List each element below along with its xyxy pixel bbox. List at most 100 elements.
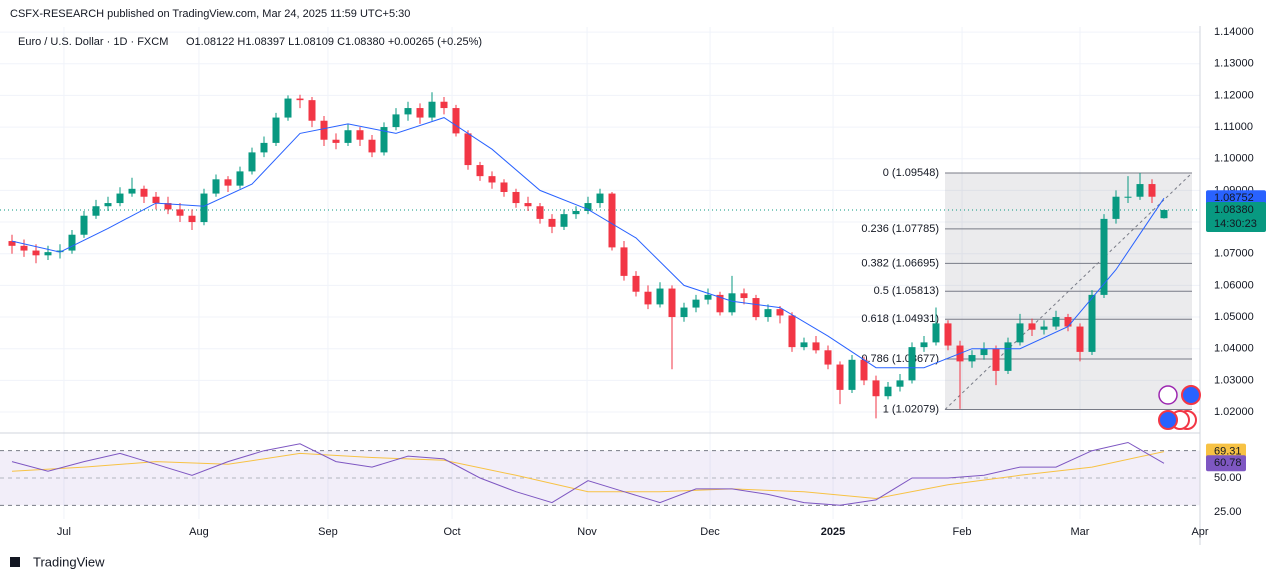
candle-body xyxy=(752,298,760,318)
event-icon[interactable] xyxy=(1158,410,1178,430)
candle-body xyxy=(848,359,856,390)
rsi-line xyxy=(11,441,1165,506)
plot: 0 (1.09548) 0.236 (1.07785) 0.382 (1.06695… xyxy=(0,27,1201,519)
x-tick-label: Dec xyxy=(700,526,720,538)
candle-body xyxy=(1148,184,1156,197)
candle-body xyxy=(68,234,76,251)
candle-body xyxy=(1112,196,1120,219)
candle-body xyxy=(80,215,88,235)
candle-body xyxy=(584,203,592,211)
candle-body xyxy=(884,386,892,397)
candle-body xyxy=(836,364,844,390)
candle-body xyxy=(260,142,268,153)
published-note: CSFX-RESEARCH published on TradingView.c… xyxy=(10,8,410,20)
candle-body xyxy=(200,193,208,223)
candle-body xyxy=(548,218,556,227)
footer-logo[interactable]: TradingView xyxy=(10,554,105,569)
countdown: 14:30:23 xyxy=(1214,218,1257,230)
candle-body xyxy=(440,101,448,109)
candle-body xyxy=(320,120,328,140)
candle-body xyxy=(632,275,640,292)
fib-label: 0 (1.09548) xyxy=(883,167,939,179)
candle-body xyxy=(944,323,952,346)
candle-body xyxy=(428,101,436,118)
y-tick-label: 1.02000 xyxy=(1214,406,1254,418)
candle-body xyxy=(1124,196,1132,198)
candle-body xyxy=(920,342,928,348)
logo-text[interactable]: TradingView xyxy=(33,554,105,569)
candle-body xyxy=(188,215,196,223)
candle-body xyxy=(1136,184,1144,197)
candle-body xyxy=(44,252,52,256)
rsi-tag xyxy=(1206,455,1246,472)
candle-body xyxy=(1160,210,1168,219)
x-tick-label: Sep xyxy=(318,526,338,538)
candle-body xyxy=(812,342,820,351)
candle-body xyxy=(356,130,364,140)
x-tick-label: Aug xyxy=(189,526,209,538)
candle-body xyxy=(296,98,304,101)
candle-body xyxy=(344,130,352,143)
y-tick-label: 1.03000 xyxy=(1214,374,1254,386)
fib-trend xyxy=(944,172,1193,410)
candle-body xyxy=(224,179,232,186)
candle-body xyxy=(512,191,520,204)
candle-body xyxy=(380,127,388,153)
event-icon[interactable] xyxy=(1181,385,1201,405)
candle-body xyxy=(896,380,904,387)
x-tick-label: Mar xyxy=(1071,526,1090,538)
candle-body xyxy=(140,188,148,197)
candle-body xyxy=(1016,323,1024,343)
candle-body xyxy=(644,291,652,305)
candle-body xyxy=(488,176,496,183)
tool-icons[interactable] xyxy=(1158,385,1201,430)
y-tick-label: 1.10000 xyxy=(1214,153,1254,165)
candle-body xyxy=(668,288,676,318)
candle-body xyxy=(968,355,976,362)
alert-icon[interactable] xyxy=(1158,385,1178,405)
candle-body xyxy=(500,182,508,192)
candle-body xyxy=(608,193,616,248)
y-tick-label: 1.07000 xyxy=(1214,248,1254,260)
candle-body xyxy=(176,209,184,216)
candle-body xyxy=(1004,342,1012,371)
candle-body xyxy=(1100,218,1108,295)
candle-body xyxy=(800,342,808,348)
x-tick-label: 2025 xyxy=(821,526,845,538)
candle-body xyxy=(236,171,244,186)
x-tick-label: Nov xyxy=(577,526,597,538)
chart-legend: Euro / U.S. Dollar · 1D · FXCM O1.08122 … xyxy=(18,36,482,48)
price-tag-label: 1.08380 xyxy=(1214,204,1254,216)
candle-body xyxy=(116,193,124,204)
candle-body xyxy=(284,98,292,118)
candle-body xyxy=(8,241,16,246)
ma-line xyxy=(11,117,1165,369)
y-tick-label: 1.12000 xyxy=(1214,89,1254,101)
fib-label: 0.618 (1.04931) xyxy=(861,313,939,325)
rsi-signal-line xyxy=(11,451,1165,500)
candle-body xyxy=(248,152,256,172)
candle-body xyxy=(332,139,340,143)
fib-label: 0.382 (1.06695) xyxy=(861,257,939,269)
candle-body xyxy=(1076,326,1084,352)
candle-body xyxy=(56,250,64,253)
candle-body xyxy=(1064,317,1072,327)
candle-body xyxy=(560,214,568,227)
candle-body xyxy=(104,203,112,207)
candle-body xyxy=(164,203,172,210)
logo-icon[interactable] xyxy=(10,557,20,567)
candle-body xyxy=(764,309,772,318)
fib-label: 0.786 (1.03677) xyxy=(861,353,939,365)
ohlc-label: O1.08122 H1.08397 L1.08109 C1.08380 +0.0… xyxy=(186,36,482,48)
price-tag xyxy=(1206,202,1266,233)
candle-body xyxy=(908,347,916,381)
x-tick-label: Apr xyxy=(1191,526,1208,538)
candle-body xyxy=(788,315,796,348)
candle-body xyxy=(572,210,580,215)
x-tick-label: Oct xyxy=(443,526,460,538)
candle-body xyxy=(1088,294,1096,352)
candle-body xyxy=(1052,317,1060,327)
candle-body xyxy=(620,247,628,276)
price-tag-label: 1.08752 xyxy=(1214,192,1254,204)
rsi-tick-label: 25.00 xyxy=(1214,506,1242,518)
